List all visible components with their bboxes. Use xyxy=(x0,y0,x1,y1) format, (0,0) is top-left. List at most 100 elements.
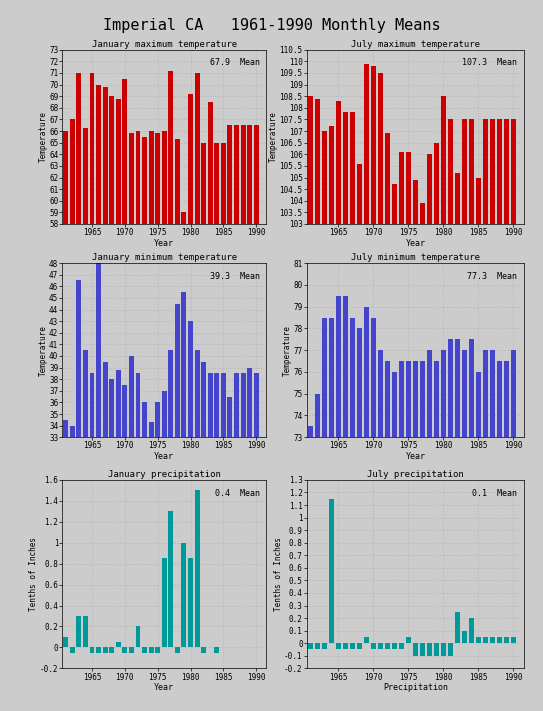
Bar xyxy=(392,184,397,711)
Bar xyxy=(247,125,252,711)
Bar xyxy=(308,643,313,650)
X-axis label: Precipitation: Precipitation xyxy=(383,683,448,692)
Bar xyxy=(228,397,232,711)
Y-axis label: Temperature: Temperature xyxy=(39,112,48,162)
Bar xyxy=(116,99,121,711)
Bar xyxy=(427,154,432,711)
Bar xyxy=(162,391,167,711)
Bar xyxy=(336,296,341,711)
Bar xyxy=(434,143,439,711)
Bar xyxy=(336,643,341,650)
Bar xyxy=(181,542,186,648)
Bar xyxy=(497,361,502,711)
Bar xyxy=(188,558,193,648)
X-axis label: Year: Year xyxy=(154,238,174,247)
Bar xyxy=(129,356,134,711)
Bar xyxy=(181,292,186,711)
Bar xyxy=(378,73,383,711)
Bar xyxy=(64,419,68,711)
Bar xyxy=(364,64,369,711)
Bar xyxy=(364,306,369,711)
Bar xyxy=(399,361,404,711)
Bar xyxy=(234,125,239,711)
Bar xyxy=(214,648,219,653)
Bar xyxy=(116,370,121,711)
Bar xyxy=(448,339,453,711)
Bar xyxy=(315,394,320,711)
Text: 39.3  Mean: 39.3 Mean xyxy=(210,272,260,281)
Bar xyxy=(455,173,460,711)
Bar xyxy=(149,422,154,711)
Bar xyxy=(149,648,154,653)
Bar xyxy=(90,373,94,711)
Bar xyxy=(168,511,173,648)
Bar xyxy=(434,361,439,711)
Bar xyxy=(96,170,101,711)
Bar xyxy=(378,643,383,650)
Bar xyxy=(420,643,425,656)
Bar xyxy=(155,402,160,711)
Bar xyxy=(129,134,134,711)
Bar xyxy=(392,372,397,711)
Bar xyxy=(155,134,160,711)
Bar xyxy=(214,373,219,711)
Bar xyxy=(385,643,390,650)
Text: 67.9  Mean: 67.9 Mean xyxy=(210,58,260,68)
Bar xyxy=(511,119,516,711)
Bar xyxy=(254,125,258,711)
Bar xyxy=(427,643,432,656)
Bar xyxy=(315,643,320,650)
Bar xyxy=(122,385,127,711)
Bar xyxy=(413,643,418,656)
Bar xyxy=(392,643,397,650)
Bar xyxy=(208,373,213,711)
Bar xyxy=(77,73,81,711)
Bar xyxy=(511,637,516,643)
Title: January maximum temperature: January maximum temperature xyxy=(92,40,237,49)
Text: 0.1  Mean: 0.1 Mean xyxy=(472,489,517,498)
Title: January minimum temperature: January minimum temperature xyxy=(92,253,237,262)
Bar xyxy=(116,642,121,648)
Bar xyxy=(77,616,81,648)
Bar xyxy=(321,131,327,711)
Bar xyxy=(364,637,369,643)
Bar xyxy=(329,499,334,643)
Bar xyxy=(441,643,446,656)
Bar xyxy=(350,112,355,711)
Bar xyxy=(70,426,75,711)
Bar xyxy=(247,368,252,711)
Bar xyxy=(406,637,411,643)
Bar xyxy=(162,131,167,711)
Bar xyxy=(329,318,334,711)
Bar xyxy=(371,318,376,711)
Bar xyxy=(201,362,206,711)
Bar xyxy=(142,648,147,653)
Bar xyxy=(103,648,108,653)
Y-axis label: Temperature: Temperature xyxy=(269,112,278,162)
Bar xyxy=(476,178,481,711)
Bar xyxy=(136,373,141,711)
Title: January precipitation: January precipitation xyxy=(108,470,220,479)
Bar xyxy=(357,643,362,650)
Bar xyxy=(504,361,509,711)
Bar xyxy=(483,119,488,711)
Text: Imperial CA   1961-1990 Monthly Means: Imperial CA 1961-1990 Monthly Means xyxy=(103,18,440,33)
Bar xyxy=(188,321,193,711)
Bar xyxy=(469,339,474,711)
Bar xyxy=(308,96,313,711)
Bar xyxy=(329,127,334,711)
Bar xyxy=(175,648,180,653)
Bar xyxy=(476,637,481,643)
Bar xyxy=(142,137,147,711)
Bar xyxy=(96,648,101,653)
Bar xyxy=(343,296,348,711)
Bar xyxy=(122,79,127,711)
Bar xyxy=(357,164,362,711)
Bar xyxy=(109,379,114,711)
Text: 0.4  Mean: 0.4 Mean xyxy=(215,489,260,498)
Bar xyxy=(122,648,127,653)
Bar xyxy=(241,125,245,711)
Bar xyxy=(420,361,425,711)
Bar xyxy=(77,281,81,711)
Bar xyxy=(201,143,206,711)
